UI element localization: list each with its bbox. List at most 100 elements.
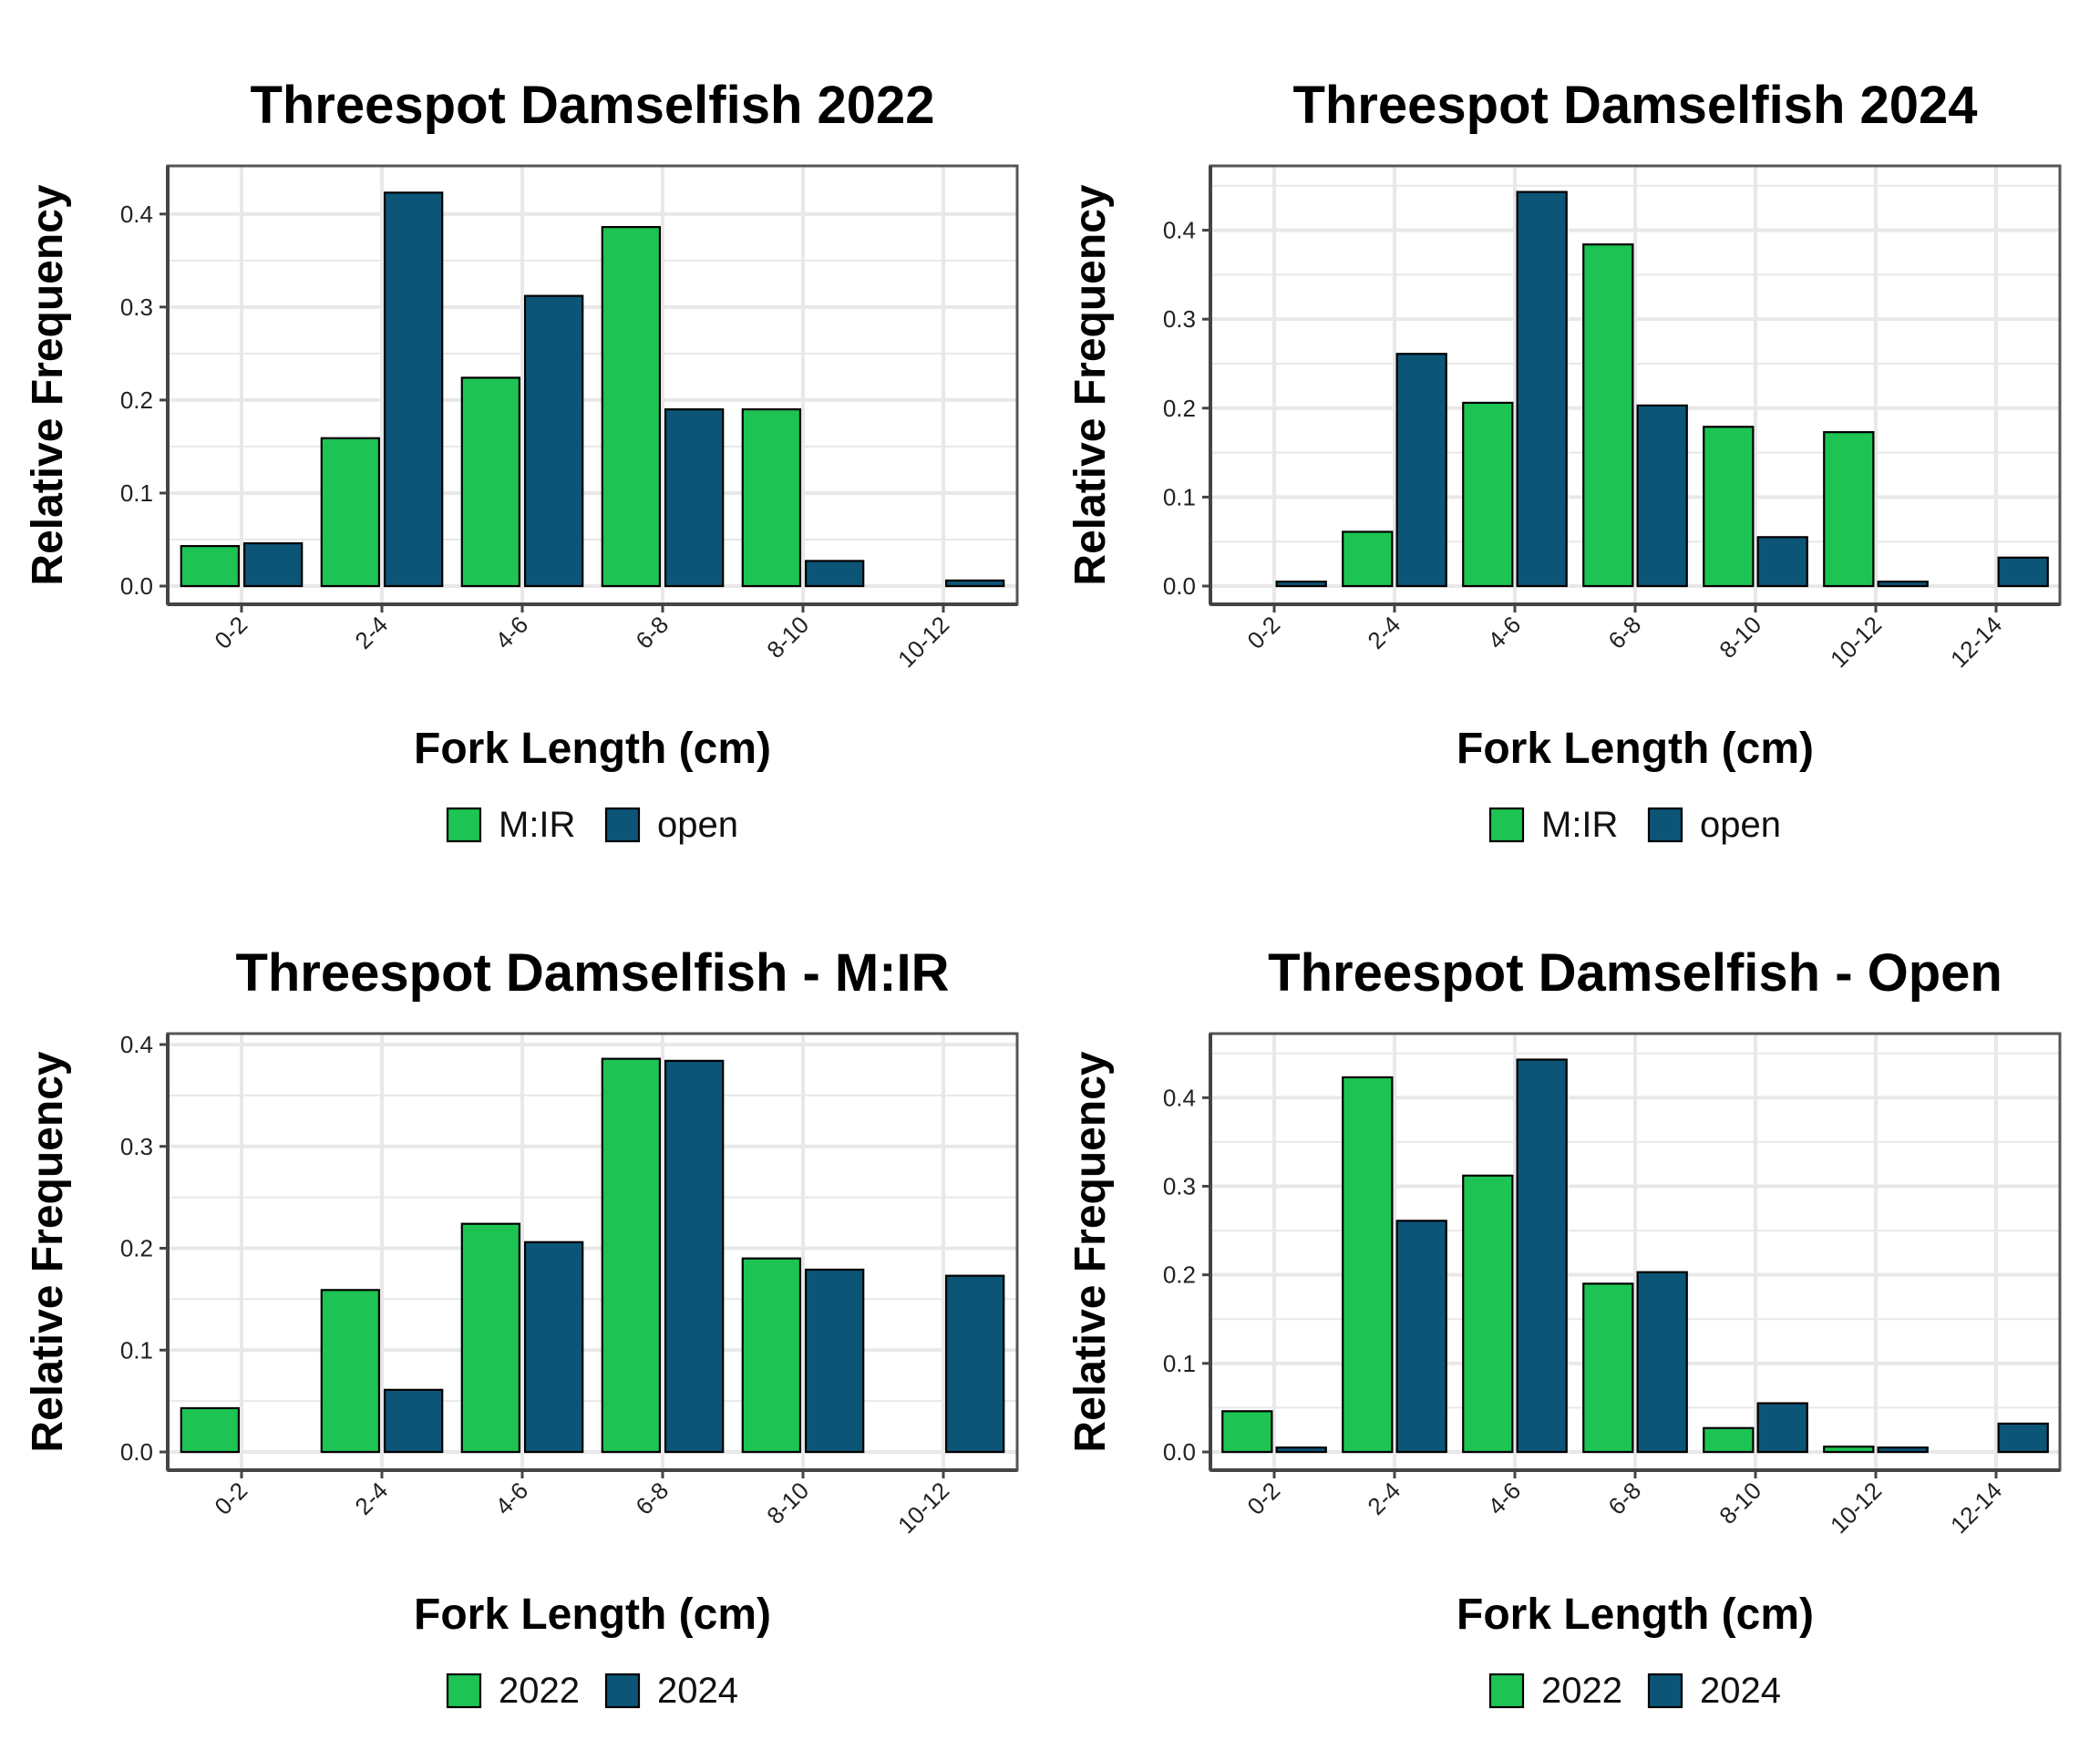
- bar-2024-0-2: [1275, 1446, 1327, 1454]
- legend-2022-swatch: [446, 1673, 482, 1709]
- legend: 2022 2024: [1488, 1671, 1781, 1711]
- x-tick-label: 10-12: [1825, 1477, 1887, 1539]
- x-axis-title: Fork Length (cm): [1457, 725, 1814, 773]
- bar-2024-6-8: [664, 1059, 725, 1454]
- bar-mir-6-8: [601, 226, 662, 588]
- bar-mir-2-4: [1342, 530, 1394, 588]
- x-tick-label: 6-8: [1602, 1477, 1646, 1520]
- y-tick-label: 0.2: [120, 386, 153, 414]
- bar-2022-4-6: [1462, 1174, 1514, 1454]
- bar-2024-4-6: [1516, 1058, 1568, 1454]
- x-tick-label: 8-10: [1714, 611, 1766, 664]
- bar-open-10-12: [1877, 581, 1929, 588]
- legend-2024-swatch: [1647, 1673, 1683, 1709]
- x-tick-label: 0-2: [1241, 611, 1285, 654]
- y-tick-label: 0.1: [120, 1336, 153, 1364]
- x-tick-label: 2-4: [349, 1477, 393, 1520]
- y-tick-label: 0.1: [1163, 1350, 1196, 1377]
- x-tick-label: 4-6: [489, 1477, 533, 1520]
- bar-mir-4-6: [1462, 401, 1514, 588]
- y-tick-label: 0.2: [1163, 1261, 1196, 1289]
- y-axis-title: Relative Frequency: [1066, 1051, 1115, 1452]
- bar-2024-4-6: [523, 1240, 584, 1454]
- legend-2022-label: 2022: [1541, 1671, 1622, 1711]
- legend-mir-swatch: [1488, 807, 1525, 843]
- bar-open-8-10: [1756, 536, 1808, 588]
- y-tick-label: 0.4: [120, 1031, 153, 1058]
- bar-open-6-8: [664, 408, 725, 588]
- chart-title: Threespot Damselfish 2022: [250, 76, 934, 135]
- bar-2022-4-6: [460, 1222, 521, 1454]
- bar-2022-2-4: [320, 1289, 381, 1454]
- chart-panel-4: 0.0 0.1 0.2 0.3 0.4 0-2 2-4 4-6 6-8 8-10 10-12 12-1…: [1066, 943, 2062, 1711]
- bar-open-10-12: [944, 579, 1005, 588]
- y-tick-label: 0.0: [120, 1438, 153, 1466]
- x-axis-title: Fork Length (cm): [414, 725, 771, 773]
- legend-open-swatch: [1647, 807, 1683, 843]
- bar-2022-6-8: [601, 1057, 662, 1454]
- y-tick-label: 0.1: [1163, 483, 1196, 510]
- bar-2022-8-10: [741, 1257, 802, 1454]
- legend-2022-swatch: [1488, 1673, 1525, 1709]
- legend-open-label: open: [657, 805, 738, 845]
- bar-2022-2-4: [1342, 1076, 1394, 1454]
- x-tick-label: 12-14: [1945, 611, 2007, 673]
- y-tick-label: 0.3: [1163, 305, 1196, 333]
- x-tick-label: 0-2: [1241, 1477, 1285, 1520]
- bar-2024-2-4: [1395, 1220, 1447, 1454]
- bar-2024-8-10: [804, 1268, 865, 1454]
- x-tick-label: 4-6: [1482, 1477, 1526, 1520]
- x-tick-label: 8-10: [1714, 1477, 1766, 1529]
- x-tick-label: 2-4: [1362, 1477, 1405, 1520]
- x-tick-label: 0-2: [209, 611, 252, 654]
- bar-2022-10-12: [1823, 1446, 1875, 1454]
- x-tick-label: 2-4: [349, 611, 393, 654]
- bar-2024-10-12: [944, 1274, 1005, 1454]
- chart-panel-2: 0.0 0.1 0.2 0.3 0.4 0-2 2-4 4-6 6-8 8-10 10-12 12-1…: [1066, 76, 2062, 845]
- bar-open-0-2: [1275, 581, 1327, 588]
- bar-open-8-10: [804, 560, 865, 588]
- bar-open-4-6: [1516, 190, 1568, 588]
- bar-mir-0-2: [180, 545, 241, 588]
- bar-2022-0-2: [180, 1406, 241, 1454]
- x-tick-label: 8-10: [761, 611, 814, 664]
- bar-mir-8-10: [1703, 426, 1755, 588]
- legend-open-label: open: [1700, 805, 1781, 845]
- y-axis-title: Relative Frequency: [24, 184, 72, 585]
- bar-2024-2-4: [383, 1388, 444, 1454]
- y-axis-title: Relative Frequency: [1066, 184, 1115, 585]
- bar-mir-2-4: [320, 437, 381, 588]
- bar-mir-4-6: [460, 376, 521, 588]
- bar-mir-10-12: [1823, 431, 1875, 588]
- bar-2024-12-14: [1997, 1422, 2049, 1454]
- y-tick-label: 0.0: [120, 572, 153, 600]
- y-tick-label: 0.4: [1163, 217, 1196, 244]
- legend-2024-label: 2024: [1700, 1671, 1781, 1711]
- y-tick-label: 0.3: [120, 293, 153, 321]
- y-tick-label: 0.0: [1163, 1438, 1196, 1466]
- x-tick-label: 6-8: [630, 1477, 674, 1520]
- x-axis-title: Fork Length (cm): [414, 1590, 771, 1639]
- legend: M:IR open: [446, 805, 738, 845]
- legend: M:IR open: [1488, 805, 1781, 845]
- y-tick-label: 0.1: [120, 479, 153, 507]
- bar-open-2-4: [383, 191, 444, 588]
- bar-mir-6-8: [1582, 243, 1634, 588]
- plot-background: [168, 1034, 1017, 1470]
- bar-2022-8-10: [1703, 1426, 1755, 1454]
- bar-2022-6-8: [1582, 1282, 1634, 1454]
- legend-2024-swatch: [604, 1673, 641, 1709]
- y-tick-label: 0.0: [1163, 572, 1196, 600]
- legend-mir-label: M:IR: [1541, 805, 1618, 845]
- bar-open-6-8: [1636, 404, 1688, 588]
- legend-mir-swatch: [446, 807, 482, 843]
- x-tick-label: 4-6: [1482, 611, 1526, 654]
- legend: 2022 2024: [446, 1671, 738, 1711]
- chart-panel-3: 0.0 0.1 0.2 0.3 0.4 0-2 2-4 4-6 6-8 8-10 10-12 Thre…: [24, 943, 1019, 1711]
- legend-2024-label: 2024: [657, 1671, 738, 1711]
- x-tick-label: 10-12: [1825, 611, 1887, 673]
- legend-2022-label: 2022: [499, 1671, 580, 1711]
- x-tick-label: 6-8: [630, 611, 674, 654]
- x-tick-label: 6-8: [1602, 611, 1646, 654]
- chart-title: Threespot Damselfish - Open: [1268, 943, 2002, 1003]
